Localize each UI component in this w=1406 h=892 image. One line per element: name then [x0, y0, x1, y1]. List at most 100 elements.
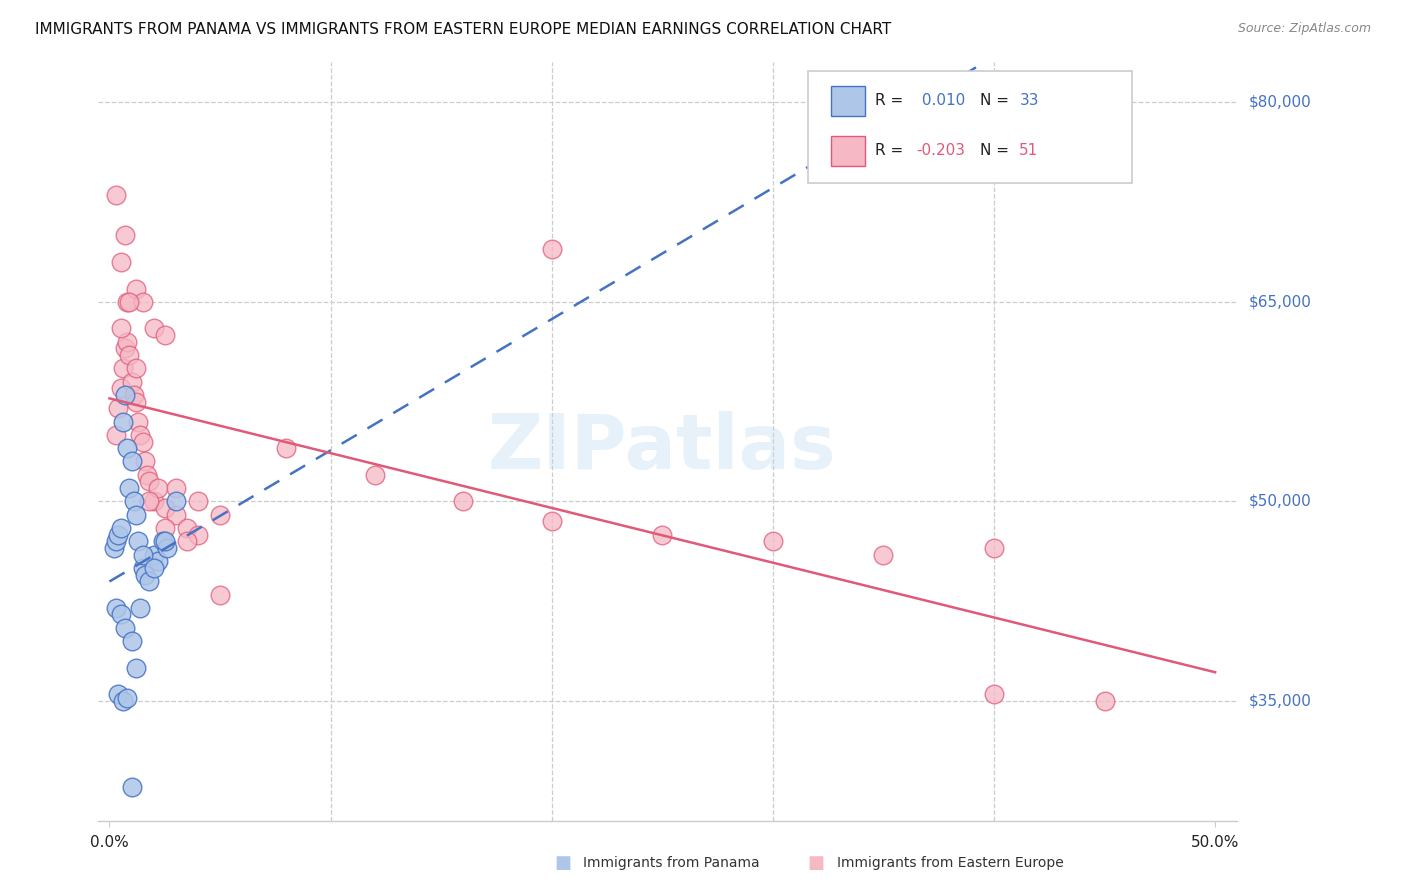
Point — [121, 375, 143, 389]
Text: R =: R = — [875, 94, 908, 108]
Text: Immigrants from Eastern Europe: Immigrants from Eastern Europe — [837, 856, 1063, 871]
Point — [165, 494, 187, 508]
Text: $35,000: $35,000 — [1249, 693, 1312, 708]
Point — [125, 282, 148, 296]
Point — [118, 348, 141, 362]
Point — [127, 415, 149, 429]
Point — [121, 634, 143, 648]
Point — [105, 534, 128, 549]
Point — [142, 561, 165, 575]
Text: ■: ■ — [554, 855, 571, 872]
Point — [115, 691, 138, 706]
Point — [110, 521, 132, 535]
Point — [107, 401, 129, 416]
Point — [129, 600, 152, 615]
Point — [146, 554, 169, 568]
Text: ZIPatlas: ZIPatlas — [488, 411, 837, 485]
Text: IMMIGRANTS FROM PANAMA VS IMMIGRANTS FROM EASTERN EUROPE MEDIAN EARNINGS CORRELA: IMMIGRANTS FROM PANAMA VS IMMIGRANTS FRO… — [35, 22, 891, 37]
Text: R =: R = — [875, 144, 908, 158]
Point — [153, 328, 176, 343]
Point — [209, 508, 232, 522]
Point — [165, 481, 187, 495]
Point — [125, 661, 148, 675]
Point — [142, 548, 165, 562]
Text: $50,000: $50,000 — [1249, 494, 1310, 509]
Point — [136, 467, 159, 482]
Point — [115, 334, 138, 349]
Point — [110, 321, 132, 335]
Point — [114, 342, 136, 356]
Point — [131, 561, 153, 575]
Point — [111, 361, 134, 376]
Point — [110, 255, 132, 269]
Point — [122, 494, 145, 508]
Point — [131, 294, 153, 309]
Point — [138, 494, 160, 508]
Point — [115, 294, 138, 309]
Point — [127, 534, 149, 549]
Point — [125, 394, 148, 409]
Point — [122, 388, 145, 402]
Point — [176, 534, 198, 549]
Text: 33: 33 — [1019, 94, 1039, 108]
Point — [115, 441, 138, 455]
Point — [110, 607, 132, 622]
Point — [131, 548, 153, 562]
Point — [983, 541, 1005, 555]
Point — [121, 780, 143, 795]
Point — [138, 574, 160, 589]
Point — [121, 454, 143, 468]
Point — [651, 527, 673, 541]
Point — [142, 494, 165, 508]
Point — [107, 687, 129, 701]
Point — [156, 541, 179, 555]
Text: 51: 51 — [1019, 144, 1039, 158]
Point — [762, 534, 785, 549]
Point — [540, 242, 562, 256]
Point — [276, 441, 298, 455]
Text: N =: N = — [980, 144, 1014, 158]
Point — [105, 428, 128, 442]
Point — [153, 501, 176, 516]
Point — [131, 434, 153, 449]
Point — [209, 587, 232, 601]
Text: -0.203: -0.203 — [917, 144, 966, 158]
Point — [134, 567, 156, 582]
Text: 0.010: 0.010 — [917, 94, 965, 108]
Point — [114, 621, 136, 635]
Point — [142, 321, 165, 335]
Point — [187, 494, 209, 508]
Point — [111, 694, 134, 708]
Point — [165, 508, 187, 522]
Point — [125, 508, 148, 522]
Point — [114, 228, 136, 243]
Point — [134, 454, 156, 468]
Point — [187, 527, 209, 541]
Point — [153, 534, 176, 549]
Point — [983, 687, 1005, 701]
Text: ■: ■ — [807, 855, 824, 872]
Point — [105, 600, 128, 615]
Point — [129, 428, 152, 442]
Point — [364, 467, 387, 482]
Text: Immigrants from Panama: Immigrants from Panama — [583, 856, 761, 871]
Text: Source: ZipAtlas.com: Source: ZipAtlas.com — [1237, 22, 1371, 36]
Point — [114, 388, 136, 402]
Point — [110, 381, 132, 395]
Point — [138, 475, 160, 489]
Point — [146, 481, 169, 495]
Point — [872, 548, 894, 562]
Point — [153, 521, 176, 535]
Point — [453, 494, 475, 508]
Point — [107, 527, 129, 541]
Point — [1094, 694, 1116, 708]
Point — [125, 361, 148, 376]
Text: $65,000: $65,000 — [1249, 294, 1312, 310]
Point — [540, 514, 562, 528]
Text: N =: N = — [980, 94, 1014, 108]
Point — [105, 188, 128, 202]
Point — [176, 521, 198, 535]
Point — [152, 534, 174, 549]
Text: $80,000: $80,000 — [1249, 95, 1310, 110]
Point — [118, 294, 141, 309]
